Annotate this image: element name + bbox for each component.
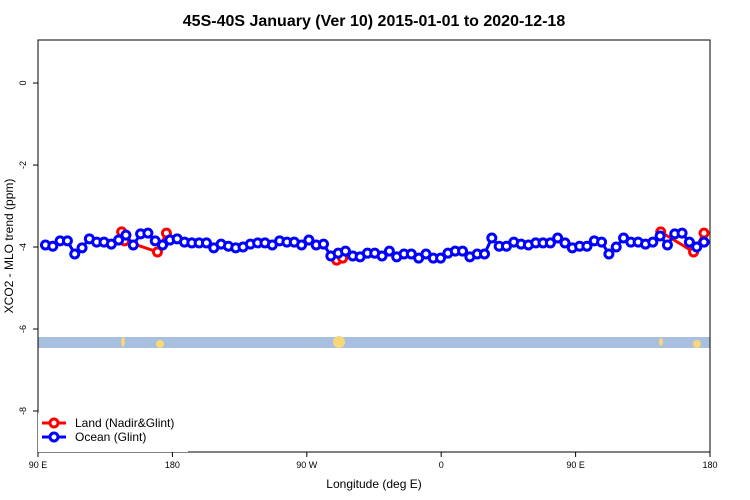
point (120, 229, 132, 241)
legend-label: Ocean (Glint) (75, 430, 146, 444)
point (544, 237, 556, 249)
land-mask-band (38, 336, 710, 348)
point (596, 236, 608, 248)
y-tick-label: -4 (18, 243, 28, 251)
x-tick-label: 90 E (29, 460, 48, 470)
x-axis-title: Longitude (deg E) (326, 477, 421, 491)
point (691, 241, 703, 253)
point (151, 246, 163, 258)
legend-marker (48, 431, 60, 443)
point (581, 240, 593, 252)
point (647, 236, 659, 248)
point (661, 239, 673, 251)
point (683, 236, 695, 248)
point (127, 239, 139, 251)
point (113, 234, 125, 246)
point (610, 241, 622, 253)
x-tick-label: 90 W (296, 460, 318, 470)
legend-marker (48, 417, 60, 429)
point (698, 236, 710, 248)
point (654, 230, 666, 242)
plot-frame (37, 39, 711, 453)
point (552, 232, 564, 244)
y-axis-title: XCO2 - MLO trend (ppm) (2, 179, 16, 314)
point (61, 235, 73, 247)
legend-label: Land (Nadir&Glint) (75, 416, 174, 430)
x-tick-label: 180 (702, 460, 717, 470)
x-tick-label: 90 E (566, 460, 585, 470)
point (69, 248, 81, 260)
point (47, 240, 59, 252)
point (603, 248, 615, 260)
y-tick-label: -8 (18, 407, 28, 415)
point (479, 248, 491, 260)
point (296, 239, 308, 251)
point (435, 252, 447, 264)
y-tick-label: 0 (18, 81, 28, 86)
point (157, 239, 169, 251)
point (339, 245, 351, 257)
point (76, 242, 88, 254)
y-tick-label: -2 (18, 161, 28, 169)
point (200, 237, 212, 249)
point (457, 245, 469, 257)
point (318, 238, 330, 250)
legend: Land (Nadir&Glint)Ocean (Glint) (38, 413, 188, 452)
y-tick-label: -6 (18, 325, 28, 333)
point (676, 227, 688, 239)
point (376, 250, 388, 262)
point (559, 237, 571, 249)
point (142, 227, 154, 239)
chart-title: 45S-40S January (Ver 10) 2015-01-01 to 2… (183, 13, 566, 30)
point (383, 245, 395, 257)
point (486, 232, 498, 244)
point (698, 227, 710, 239)
x-tick-label: 180 (165, 460, 180, 470)
x-tick-label: 0 (439, 460, 444, 470)
point (303, 234, 315, 246)
